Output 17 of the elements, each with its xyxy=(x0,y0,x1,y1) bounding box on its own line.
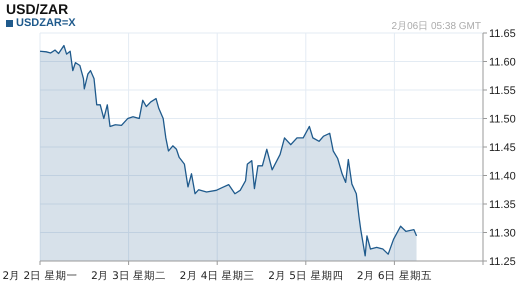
y-tick-label: 11.35 xyxy=(489,198,516,211)
y-tick-label: 11.55 xyxy=(489,84,516,97)
y-tick-label: 11.65 xyxy=(489,28,516,40)
x-tick-label: 2月 4日 星期三 xyxy=(180,270,255,282)
y-tick-label: 11.40 xyxy=(489,170,516,182)
x-tick-label: 2月 6日 星期五 xyxy=(356,270,432,282)
chart-title: USD/ZAR xyxy=(6,1,68,17)
legend-label: USDZAR=X xyxy=(15,17,76,29)
text: 2月06日 05:38 GMT xyxy=(392,20,481,33)
y-tick-label: 11.60 xyxy=(489,56,516,68)
x-tick-label: 2月 3日 星期二 xyxy=(91,270,166,282)
x-tick-label: 2月 2日 星期一 xyxy=(2,270,78,282)
x-tick-label: 2月 5日 星期四 xyxy=(268,270,344,282)
y-tick-label: 11.45 xyxy=(489,142,516,154)
y-tick-label: 11.25 xyxy=(489,256,516,268)
y-tick-label: 11.30 xyxy=(489,227,516,240)
y-tick-label: 11.50 xyxy=(489,113,516,126)
